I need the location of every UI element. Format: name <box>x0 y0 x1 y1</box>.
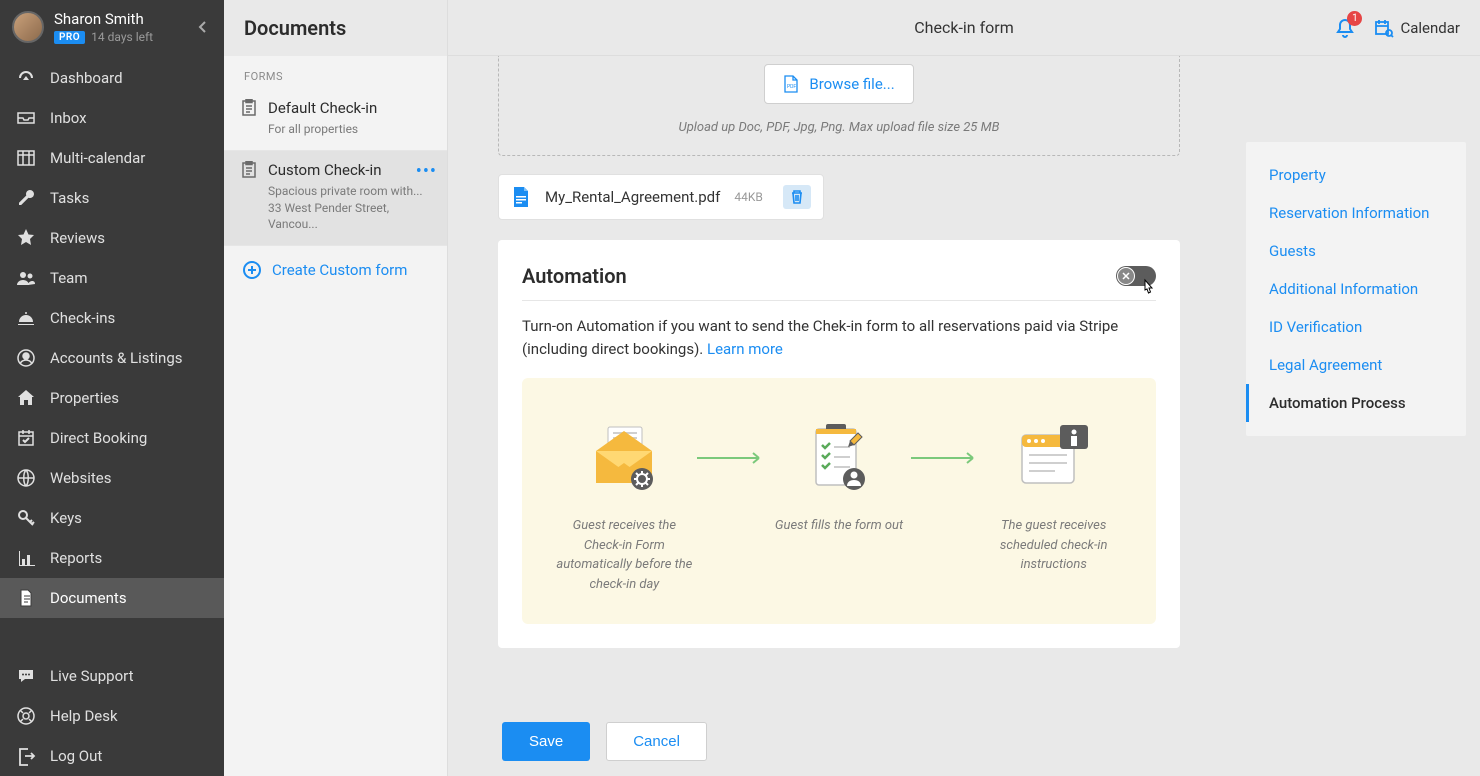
clipboard-form-icon <box>767 418 912 498</box>
key-icon <box>16 508 36 528</box>
globe-icon <box>16 468 36 488</box>
toc-id[interactable]: ID Verification <box>1246 308 1466 346</box>
toc-guests[interactable]: Guests <box>1246 232 1466 270</box>
star-icon <box>16 228 36 248</box>
lifebuoy-icon <box>16 706 36 726</box>
page-title: Check-in form <box>914 18 1013 37</box>
topbar: Check-in form 1 Calendar <box>448 0 1480 56</box>
nav-tasks[interactable]: Tasks <box>0 178 224 218</box>
nav-inbox[interactable]: Inbox <box>0 98 224 138</box>
learn-more-link[interactable]: Learn more <box>707 340 783 358</box>
content: PDF Browse file... Upload up Doc, PDF, J… <box>448 56 1480 706</box>
chat-icon <box>16 666 36 686</box>
flow-step-1: Guest receives the Check-in Form automat… <box>552 418 697 594</box>
toc-reservation[interactable]: Reservation Information <box>1246 194 1466 232</box>
upload-hint: Upload up Doc, PDF, Jpg, Png. Max upload… <box>499 120 1179 135</box>
svg-text:PDF: PDF <box>787 84 796 90</box>
form-toc: Property Reservation Information Guests … <box>1246 142 1466 436</box>
delete-file-button[interactable] <box>783 185 811 209</box>
nav-keys[interactable]: Keys <box>0 498 224 538</box>
nav-websites[interactable]: Websites <box>0 458 224 498</box>
cancel-button[interactable]: Cancel <box>606 722 707 761</box>
days-left: 14 days left <box>91 30 153 44</box>
automation-flow: Guest receives the Check-in Form automat… <box>522 378 1156 624</box>
doc-item-custom[interactable]: Custom Check-in Spacious private room wi… <box>224 151 447 246</box>
toc-legal[interactable]: Legal Agreement <box>1246 346 1466 384</box>
envelope-icon <box>552 418 697 498</box>
nav-checkins[interactable]: Check-ins <box>0 298 224 338</box>
toc-additional[interactable]: Additional Information <box>1246 270 1466 308</box>
gauge-icon <box>16 68 36 88</box>
user-circle-icon <box>16 348 36 368</box>
nav-accounts[interactable]: Accounts & Listings <box>0 338 224 378</box>
automation-card: Automation Turn-on Automation if you wan… <box>498 240 1180 648</box>
save-button[interactable]: Save <box>502 722 590 761</box>
booking-icon <box>16 428 36 448</box>
nav-reports[interactable]: Reports <box>0 538 224 578</box>
uploaded-file: My_Rental_Agreement.pdf 44KB <box>498 174 824 220</box>
team-icon <box>16 268 36 288</box>
wrench-icon <box>16 188 36 208</box>
notification-count: 1 <box>1347 11 1362 26</box>
inbox-icon <box>16 108 36 128</box>
main-sidebar: Sharon Smith PRO 14 days left Dashboard … <box>0 0 224 776</box>
plus-circle-icon <box>242 260 262 280</box>
nav-log-out[interactable]: Log Out <box>0 736 224 776</box>
chart-icon <box>16 548 36 568</box>
clipboard-icon <box>240 161 258 179</box>
nav-properties[interactable]: Properties <box>0 378 224 418</box>
nav-team[interactable]: Team <box>0 258 224 298</box>
nav-help-desk[interactable]: Help Desk <box>0 696 224 736</box>
nav-dashboard[interactable]: Dashboard <box>0 58 224 98</box>
arrow-icon <box>697 452 767 464</box>
notifications-button[interactable]: 1 <box>1334 17 1356 39</box>
flow-step-3: The guest receives scheduled check-in in… <box>981 418 1126 575</box>
more-menu-button[interactable]: ••• <box>416 161 437 182</box>
doc-item-default[interactable]: Default Check-in For all properties <box>224 89 447 151</box>
trash-icon <box>789 189 805 205</box>
document-icon <box>16 588 36 608</box>
nav-documents[interactable]: Documents <box>0 578 224 618</box>
toc-property[interactable]: Property <box>1246 156 1466 194</box>
avatar[interactable] <box>12 11 44 43</box>
automation-description: Turn-on Automation if you want to send t… <box>522 315 1156 360</box>
nav-direct-booking[interactable]: Direct Booking <box>0 418 224 458</box>
file-size: 44KB <box>734 190 763 204</box>
automation-title: Automation <box>522 264 627 288</box>
nav-multi-calendar[interactable]: Multi-calendar <box>0 138 224 178</box>
calendar-grid-icon <box>16 148 36 168</box>
pro-badge: PRO <box>54 31 85 44</box>
main-area: Check-in form 1 Calendar PDF Browse file… <box>448 0 1480 776</box>
footer-actions: Save Cancel <box>448 706 1480 776</box>
toc-automation[interactable]: Automation Process <box>1246 384 1466 422</box>
browser-info-icon <box>981 418 1126 498</box>
collapse-sidebar-button[interactable] <box>192 16 214 38</box>
form-panel: PDF Browse file... Upload up Doc, PDF, J… <box>448 56 1230 706</box>
automation-toggle[interactable] <box>1116 266 1156 286</box>
calendar-search-icon <box>1374 18 1394 38</box>
browse-file-button[interactable]: PDF Browse file... <box>764 64 913 104</box>
calendar-link[interactable]: Calendar <box>1374 18 1460 38</box>
chevron-left-icon <box>198 20 208 34</box>
upload-dropzone[interactable]: PDF Browse file... Upload up Doc, PDF, J… <box>498 56 1180 156</box>
profile-name: Sharon Smith <box>54 10 153 28</box>
forms-label: FORMS <box>224 56 447 89</box>
file-icon <box>511 186 531 208</box>
nav-reviews[interactable]: Reviews <box>0 218 224 258</box>
clipboard-icon <box>240 99 258 117</box>
nav-list: Dashboard Inbox Multi-calendar Tasks Rev… <box>0 54 224 776</box>
profile-section[interactable]: Sharon Smith PRO 14 days left <box>0 0 224 54</box>
create-custom-form-button[interactable]: Create Custom form <box>224 246 447 294</box>
pdf-icon: PDF <box>783 75 799 93</box>
documents-column: Documents FORMS Default Check-in For all… <box>224 0 448 776</box>
documents-header: Documents <box>224 0 447 56</box>
bell-dish-icon <box>16 308 36 328</box>
arrow-icon <box>911 452 981 464</box>
nav-live-support[interactable]: Live Support <box>0 656 224 696</box>
flow-step-2: Guest fills the form out <box>767 418 912 536</box>
logout-icon <box>16 746 36 766</box>
file-name: My_Rental_Agreement.pdf <box>545 188 720 206</box>
house-icon <box>16 388 36 408</box>
